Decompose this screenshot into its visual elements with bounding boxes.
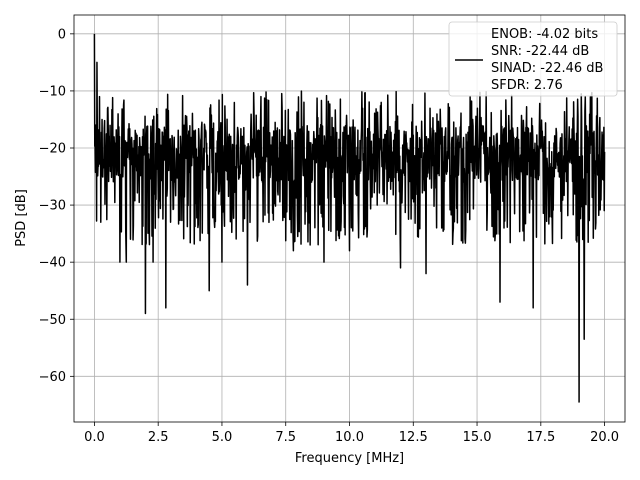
plot-area xyxy=(93,33,606,403)
x-tick-label: 5.0 xyxy=(212,430,233,445)
x-tick-label: 7.5 xyxy=(275,430,296,445)
x-tick-label: 0.0 xyxy=(84,430,105,445)
y-tick-label: −30 xyxy=(39,199,66,214)
y-tick-label: −50 xyxy=(39,313,66,328)
legend-box xyxy=(448,21,618,97)
psd-series-line xyxy=(93,33,606,403)
legend-entry-line-2: SNR: -22.44 dB xyxy=(491,44,589,59)
x-axis-label: Frequency [MHz] xyxy=(295,451,404,466)
y-tick-label: 0 xyxy=(58,27,66,42)
x-tick-label: 2.5 xyxy=(148,430,169,445)
legend-entry-line-3: SINAD: -22.46 dB xyxy=(491,61,603,76)
y-axis-label: PSD [dB] xyxy=(14,189,29,247)
x-tick-label: 15.0 xyxy=(463,430,492,445)
legend-entry-line-1: ENOB: -4.02 bits xyxy=(491,27,598,42)
x-tick-label: 12.5 xyxy=(399,430,428,445)
ticks: 0.0 2.5 5.0 7.5 10.0 12.5 15.0 17.5 20.0 0 −10 −20 −… xyxy=(39,27,620,445)
legend-entry-line-4: SFDR: 2.76 xyxy=(491,78,563,93)
x-tick-label: 20.0 xyxy=(590,430,619,445)
legend: ENOB: -4.02 bits SNR: -22.44 dB SINAD: -… xyxy=(448,21,618,97)
y-tick-label: −60 xyxy=(39,370,66,385)
y-tick-label: −40 xyxy=(39,256,66,271)
x-tick-label: 10.0 xyxy=(335,430,364,445)
x-tick-label: 17.5 xyxy=(526,430,555,445)
y-tick-label: −20 xyxy=(39,142,66,157)
y-tick-label: −10 xyxy=(39,84,66,99)
